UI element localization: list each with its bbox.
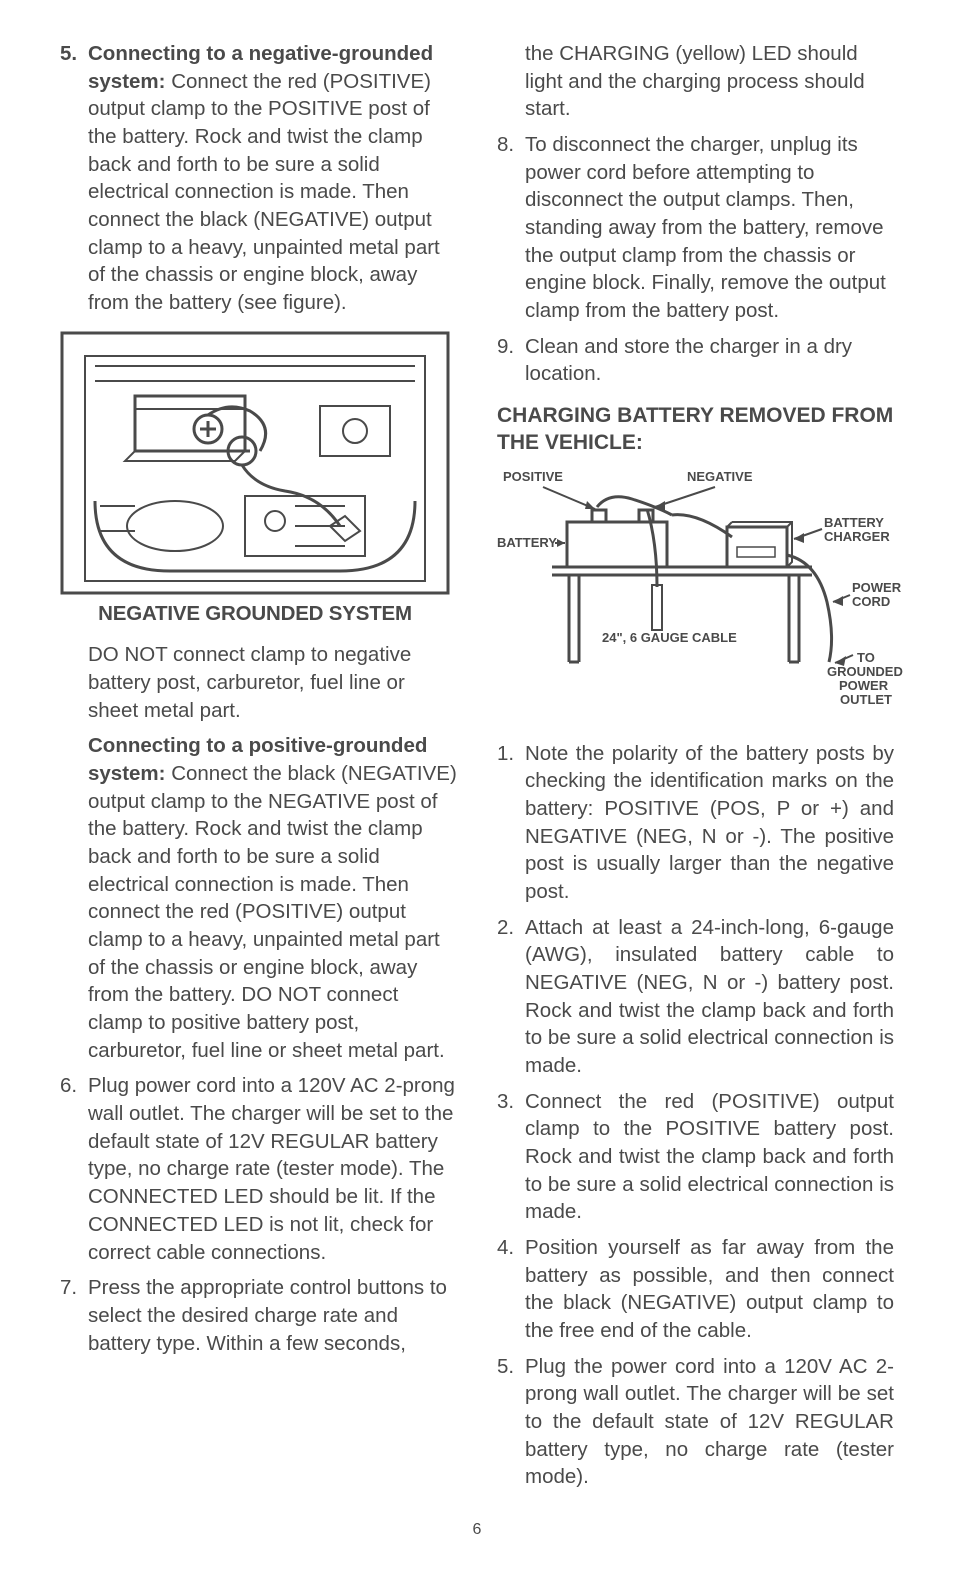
engine-figure-caption: NEGATIVE GROUNDED SYSTEM [60, 600, 450, 628]
step-5: 5. Connecting to a negative-grounded sys… [60, 40, 457, 317]
step-8-number: 8. [497, 131, 525, 325]
diagram-grounded-label: GROUNDED [827, 664, 903, 679]
step-7-cont-text: the CHARGING (yellow) LED should light a… [525, 40, 894, 123]
diagram-charger-label-1: BATTERY [824, 515, 884, 530]
charging-removed-heading: CHARGING BATTERY REMOVED FROM THE VEHICL… [497, 402, 894, 457]
left-column: 5. Connecting to a negative-grounded sys… [60, 40, 457, 1499]
diagram-power-label: POWER [852, 580, 902, 595]
r-step-1-number: 1. [497, 740, 525, 906]
r-step-3-text: Connect the red (POSITIVE) output clamp … [525, 1088, 894, 1226]
step-6-text: Plug power cord into a 120V AC 2-prong w… [88, 1072, 457, 1266]
step-7-number: 7. [60, 1274, 88, 1357]
step-6-number: 6. [60, 1072, 88, 1266]
engine-figure: NEGATIVE GROUNDED SYSTEM [60, 331, 450, 628]
diagram-positive-label: POSITIVE [503, 469, 563, 484]
step-8-text: To disconnect the charger, unplug its po… [525, 131, 894, 325]
r-step-4-text: Position yourself as far away from the b… [525, 1234, 894, 1345]
step-5-number: 5. [60, 40, 88, 317]
step-7-continued: the CHARGING (yellow) LED should light a… [497, 40, 894, 123]
step-5-pos-grounded: Connecting to a positive-grounded system… [60, 732, 457, 1064]
removed-step-3: 3. Connect the red (POSITIVE) output cla… [497, 1088, 894, 1226]
step-5-after-fig: DO NOT connect clamp to negative battery… [60, 641, 457, 724]
right-column: the CHARGING (yellow) LED should light a… [497, 40, 894, 1499]
step-8: 8. To disconnect the charger, unplug its… [497, 131, 894, 325]
two-column-layout: 5. Connecting to a negative-grounded sys… [60, 40, 894, 1499]
r-step-1-text: Note the polarity of the battery posts b… [525, 740, 894, 906]
diagram-negative-label: NEGATIVE [687, 469, 753, 484]
r-step-4-number: 4. [497, 1234, 525, 1345]
r-step-2-text: Attach at least a 24-inch-long, 6-gauge … [525, 914, 894, 1080]
removed-step-1: 1. Note the polarity of the battery post… [497, 740, 894, 906]
step-5-warning: DO NOT connect clamp to negative battery… [88, 641, 457, 724]
diagram-cable-label: 24", 6 GAUGE CABLE [602, 630, 737, 645]
step-9: 9. Clean and store the charger in a dry … [497, 333, 894, 388]
step-5-text: Connect the red (POSITIVE) output clamp … [88, 70, 440, 314]
battery-diagram: POSITIVE NEGATIVE BATTERY [497, 467, 917, 722]
diagram-battery-label: BATTERY [497, 535, 557, 550]
removed-step-4: 4. Position yourself as far away from th… [497, 1234, 894, 1345]
r-step-2-number: 2. [497, 914, 525, 1080]
diagram-cord-label: CORD [852, 594, 890, 609]
step-7: 7. Press the appropriate control buttons… [60, 1274, 457, 1357]
page-number: 6 [60, 1519, 894, 1541]
step-5-body: Connecting to a negative-grounded system… [88, 40, 457, 317]
diagram-outlet-label: OUTLET [840, 692, 892, 707]
diagram-to-label: TO [857, 650, 875, 665]
diagram-power2-label: POWER [839, 678, 889, 693]
diagram-charger-label-2: CHARGER [824, 529, 890, 544]
pos-grounded-text: Connect the black (NEGA­TIVE) output cla… [88, 762, 457, 1062]
r-step-5-number: 5. [497, 1353, 525, 1491]
removed-step-5: 5. Plug the power cord into a 120V AC 2-… [497, 1353, 894, 1491]
step-9-text: Clean and store the charger in a dry loc… [525, 333, 894, 388]
removed-step-2: 2. Attach at least a 24-inch-long, 6-gau… [497, 914, 894, 1080]
step-9-number: 9. [497, 333, 525, 388]
r-step-5-text: Plug the power cord into a 120V AC 2-pro… [525, 1353, 894, 1491]
r-step-3-number: 3. [497, 1088, 525, 1226]
step-7-text: Press the appropriate control buttons to… [88, 1274, 457, 1357]
step-6: 6. Plug power cord into a 120V AC 2-pron… [60, 1072, 457, 1266]
